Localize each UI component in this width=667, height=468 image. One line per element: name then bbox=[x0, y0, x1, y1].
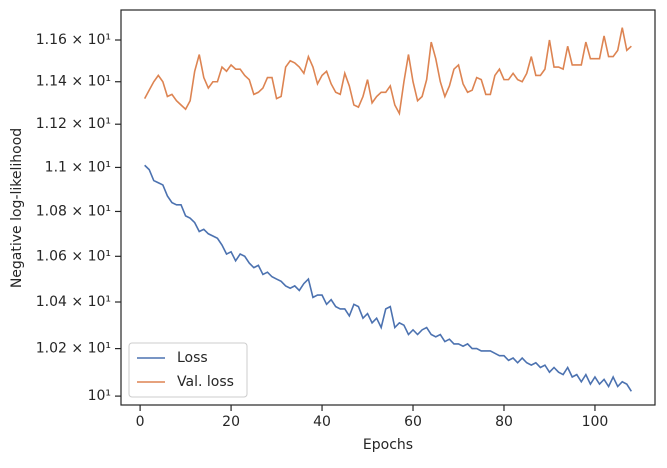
y-tick-label: 1.14 × 10¹ bbox=[36, 74, 111, 90]
x-tick-label: 0 bbox=[136, 414, 145, 430]
y-tick-label: 1.04 × 10¹ bbox=[36, 294, 111, 310]
y-tick-label: 10¹ bbox=[88, 388, 111, 404]
y-tick-label: 1.1 × 10¹ bbox=[45, 159, 111, 175]
y-tick-label: 1.16 × 10¹ bbox=[36, 32, 111, 48]
y-tick-label: 1.08 × 10¹ bbox=[36, 203, 111, 219]
plot-frame bbox=[120, 9, 656, 406]
legend-label: Val. loss bbox=[177, 374, 234, 390]
y-tick-label: 1.06 × 10¹ bbox=[36, 248, 111, 264]
line bbox=[144, 164, 633, 392]
x-tick-label: 20 bbox=[222, 414, 240, 430]
y-axis-label: Negative log-likelihood bbox=[9, 128, 25, 288]
line bbox=[143, 27, 632, 117]
x-tick-label: 80 bbox=[495, 414, 513, 430]
legend-label: Loss bbox=[177, 350, 208, 366]
y-tick-label: 1.12 × 10¹ bbox=[36, 116, 111, 132]
x-tick-label: 40 bbox=[313, 414, 331, 430]
x-tick-label: 60 bbox=[404, 414, 422, 430]
x-axis-label: Epochs bbox=[363, 437, 413, 453]
legend: Loss Val. loss bbox=[128, 342, 248, 398]
legend-box bbox=[128, 342, 248, 398]
y-tick-label: 1.02 × 10¹ bbox=[36, 341, 111, 357]
x-tick-label: 100 bbox=[582, 414, 609, 430]
